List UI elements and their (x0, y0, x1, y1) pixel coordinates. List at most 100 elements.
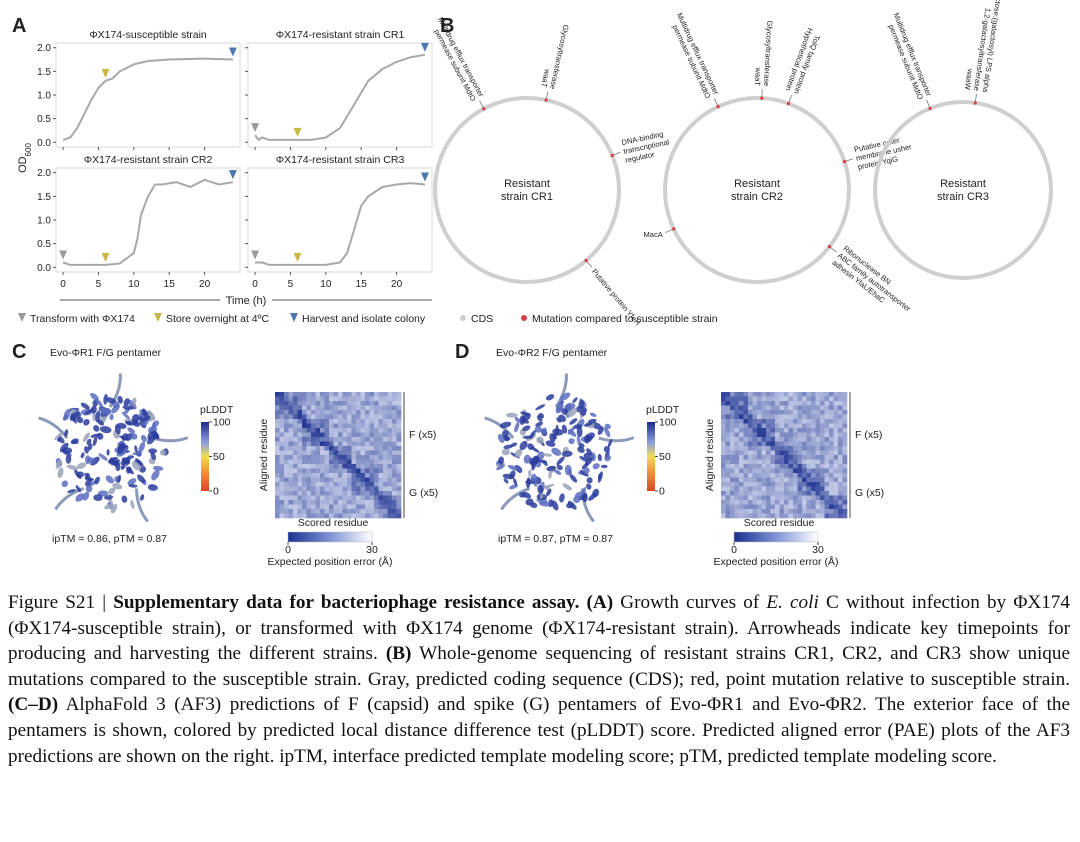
pae-cell (820, 468, 825, 474)
pae-cell (284, 500, 289, 505)
pae-cell (802, 419, 807, 424)
pae-cell (824, 486, 830, 492)
pae-cell (779, 432, 785, 438)
pae-cell (739, 495, 744, 501)
structure-blob (576, 436, 581, 446)
pae-cell (293, 446, 298, 451)
pae-cell (757, 500, 762, 505)
pae-cell (793, 405, 798, 411)
pae-cell (757, 450, 762, 456)
pae-cell (356, 410, 361, 415)
pae-cell (365, 414, 370, 420)
pae-cell (766, 504, 771, 510)
pae-cell (369, 455, 375, 460)
pae-cell (297, 401, 303, 406)
pae-cell (324, 464, 330, 469)
structure-blob (564, 464, 572, 476)
pae-cell (333, 513, 339, 519)
pae-cell (829, 482, 834, 487)
pae-cell (324, 392, 330, 397)
pae-cell (369, 410, 375, 415)
pae-cell (734, 446, 740, 451)
pae-cell (779, 473, 785, 478)
pae-cell (383, 486, 388, 492)
pae-cell (775, 491, 780, 496)
caption-label: (A) (579, 592, 614, 613)
growth-curve (255, 182, 425, 266)
pae-cell (766, 428, 771, 433)
pae-cell (297, 437, 303, 442)
pae-cell (757, 491, 762, 496)
pae-cell (838, 464, 843, 469)
pae-cell (356, 419, 361, 424)
pae-cell (356, 504, 361, 510)
genome-ring (663, 96, 851, 284)
pae-cell (811, 414, 816, 420)
structure-blob (141, 408, 148, 418)
pae-cell (306, 450, 312, 456)
pae-cell (734, 401, 740, 406)
pae-cell (320, 437, 325, 442)
pae-cell (842, 473, 848, 478)
structure-blob (159, 449, 167, 456)
pae-group-label: F (x5) (855, 429, 882, 441)
mutation-mark (973, 101, 977, 105)
pae-cell (757, 455, 762, 460)
pae-cell (743, 459, 749, 465)
structure-blob (569, 474, 578, 483)
pae-cell (396, 491, 402, 496)
structure-blob (559, 493, 565, 503)
pae-cell (387, 432, 393, 438)
pae-cell (784, 392, 789, 397)
structure-blob (109, 414, 114, 421)
pae-cell (351, 437, 357, 442)
pae-cell (329, 414, 334, 420)
pae-cell (730, 491, 735, 496)
pae-cell (293, 437, 298, 442)
figure-caption: Figure S21 | Supplementary data for bact… (8, 590, 1070, 769)
pae-cell (734, 392, 740, 397)
pae-tick-label: 0 (731, 544, 737, 556)
pae-cell (757, 410, 762, 415)
pae-cell (838, 509, 843, 514)
pae-cell (329, 410, 334, 415)
structure-blob (85, 472, 91, 479)
pae-cell (779, 392, 785, 397)
pae-cell (392, 455, 397, 460)
pae-cell (820, 405, 825, 411)
pae-cell (829, 405, 834, 411)
pae-cell (275, 504, 280, 510)
pae-cell (761, 459, 767, 465)
pae-cell (788, 423, 794, 429)
pae-cell (775, 468, 780, 474)
pae-cell (743, 482, 749, 487)
pae-cell (365, 441, 370, 447)
pae-cell (306, 500, 312, 505)
pae-cell (360, 432, 366, 438)
pae-cell (306, 495, 312, 501)
pae-cell (784, 468, 789, 474)
pae-cell (766, 464, 771, 469)
pae-cell (793, 410, 798, 415)
pae-cell (802, 482, 807, 487)
pae-cell (833, 500, 839, 505)
pae-cell (315, 437, 321, 442)
pae-cell (284, 495, 289, 501)
pae-cell (315, 491, 321, 496)
structure-blob (509, 484, 519, 490)
pae-cell (833, 396, 839, 402)
pae-cell (815, 504, 821, 510)
pae-cell (730, 504, 735, 510)
structure-blob (586, 448, 593, 456)
pae-cell (396, 464, 402, 469)
pae-cell (775, 486, 780, 492)
pae-cell (757, 423, 762, 429)
structure-blob (75, 493, 85, 502)
spike (38, 416, 69, 440)
pae-cell (324, 396, 330, 402)
pae-cell (770, 464, 776, 469)
pae-cell (829, 491, 834, 496)
pae-cell (302, 482, 307, 487)
pae-cell (342, 419, 348, 424)
pae-cell (275, 432, 280, 438)
